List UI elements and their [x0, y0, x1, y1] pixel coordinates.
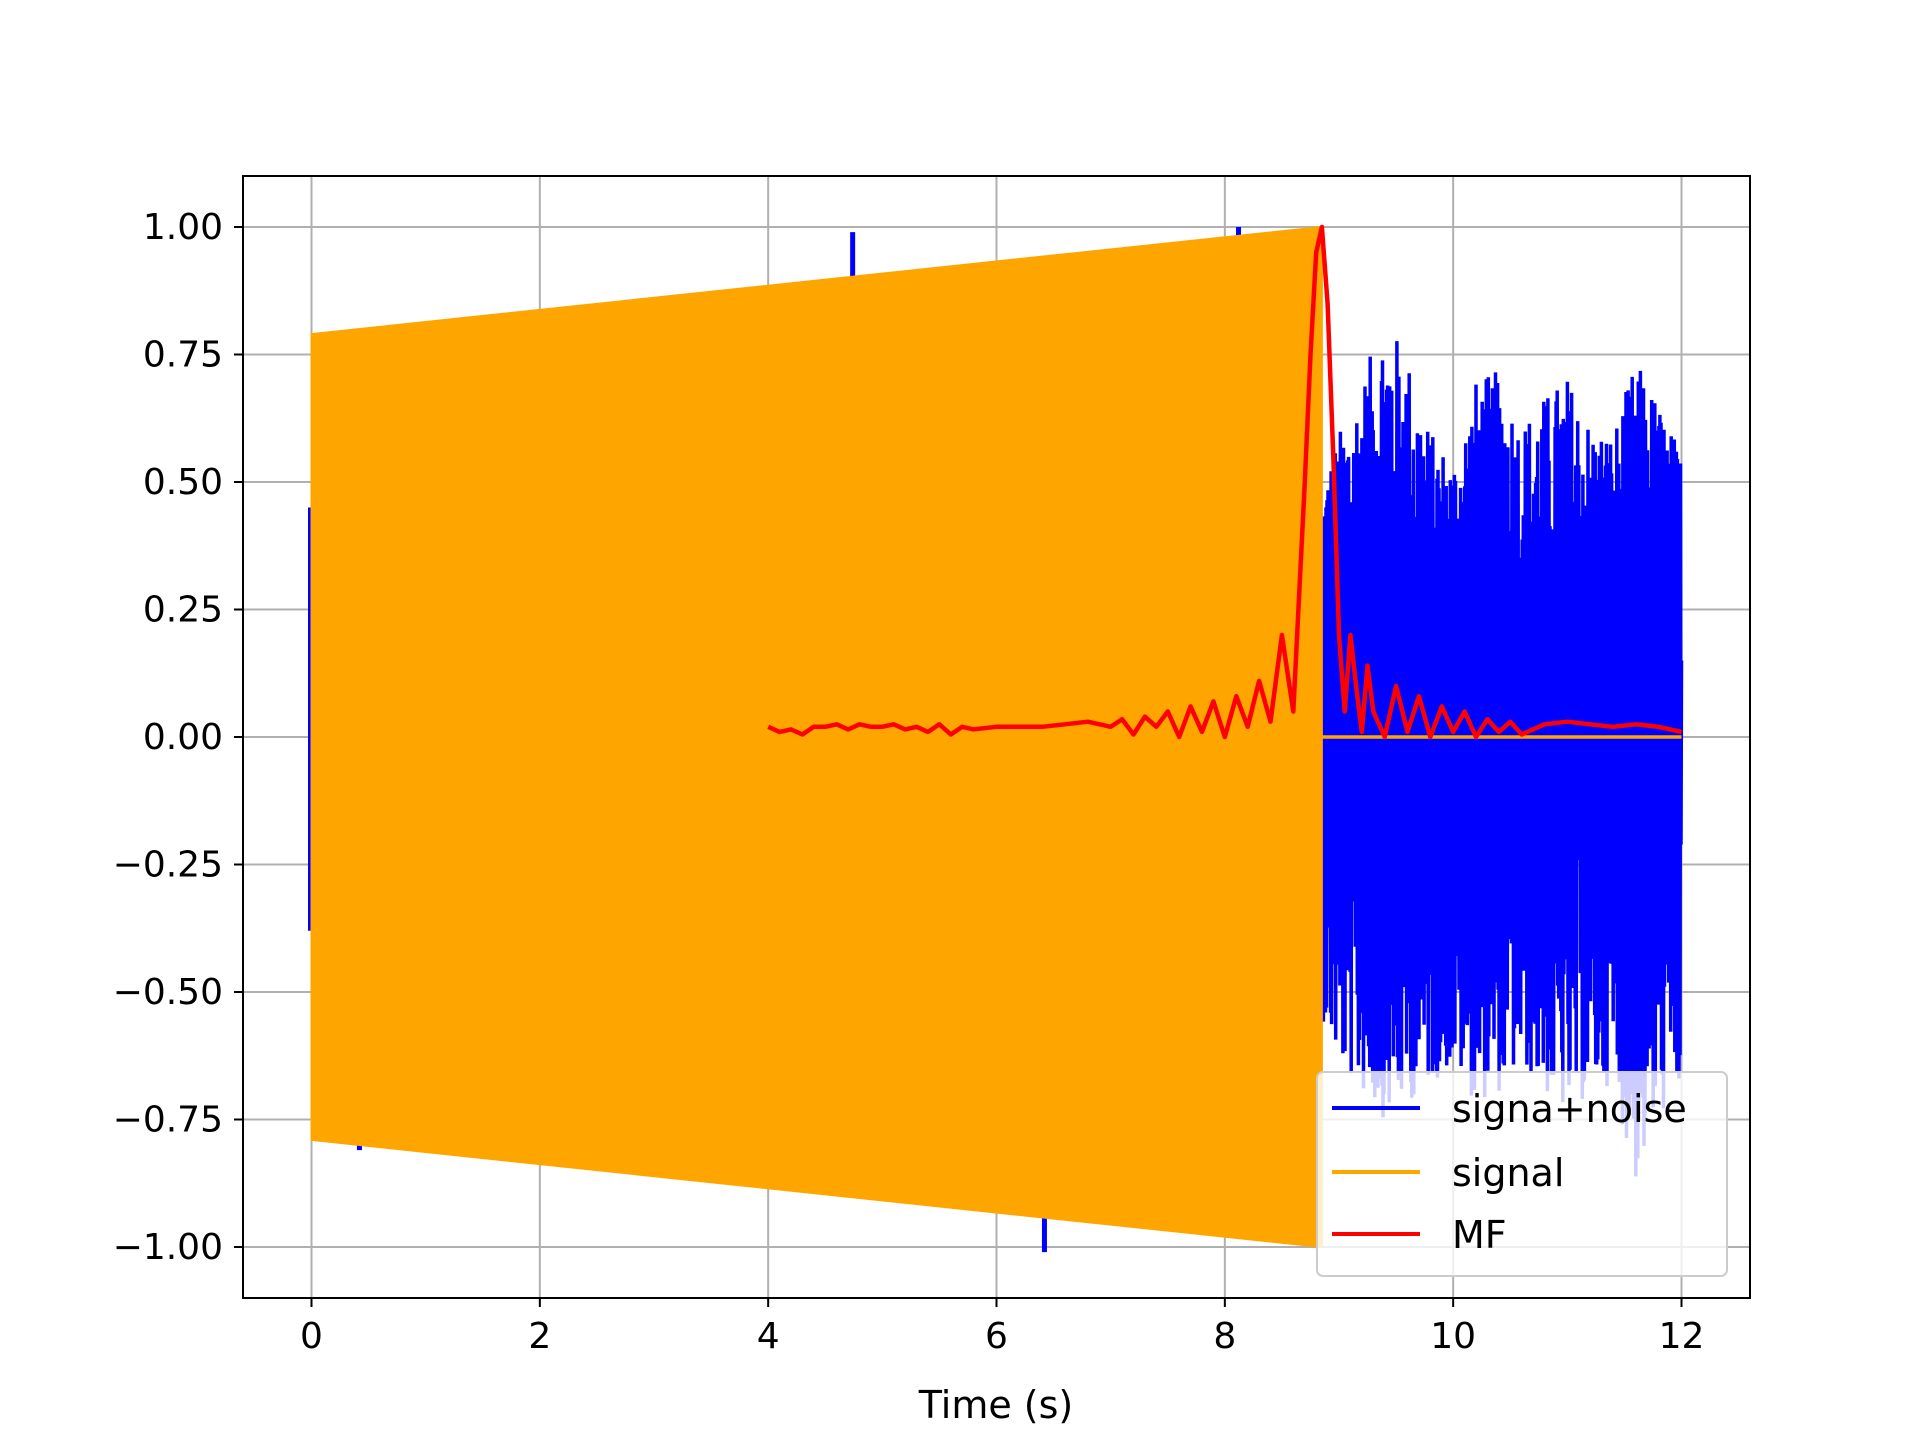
- series-mf: [767, 224, 1682, 740]
- y-tick-label: −0.75: [113, 1100, 223, 1141]
- x-axis-ticks: 0 2 4 6 8 10 12: [300, 1298, 1704, 1357]
- x-tick-label: 0: [300, 1316, 323, 1357]
- legend-frame: [1316, 1071, 1728, 1277]
- legend: signa+noise signal MF: [1316, 1071, 1728, 1277]
- legend-label-signal: signal: [1452, 1151, 1564, 1195]
- y-tick-label: 0.00: [143, 717, 223, 758]
- x-tick-label: 2: [528, 1316, 551, 1357]
- legend-label-signa-noise: signa+noise: [1452, 1087, 1687, 1131]
- legend-label-mf: MF: [1452, 1213, 1507, 1257]
- x-tick-label: 12: [1659, 1316, 1705, 1357]
- y-tick-label: 1.00: [143, 207, 223, 248]
- x-axis-label: Time (s): [918, 1383, 1074, 1427]
- y-tick-label: 0.50: [143, 462, 223, 503]
- x-tick-label: 6: [985, 1316, 1008, 1357]
- mf-line: [767, 224, 1682, 740]
- y-tick-label: −0.25: [113, 845, 223, 886]
- signa-noise-line: [1320, 341, 1684, 1177]
- signal-envelope: [310, 225, 1323, 1249]
- y-tick-label: 0.75: [143, 335, 223, 376]
- plot-content: [308, 224, 1684, 1253]
- y-tick-label: −1.00: [113, 1227, 223, 1268]
- x-tick-label: 8: [1213, 1316, 1236, 1357]
- x-tick-label: 10: [1430, 1316, 1476, 1357]
- y-axis-ticks: 1.00 0.75 0.50 0.25 0.00 −0.25 −0.50 −0.75 −1.00: [113, 207, 243, 1268]
- x-tick-label: 4: [757, 1316, 780, 1357]
- y-tick-label: 0.25: [143, 590, 223, 631]
- y-tick-label: −0.50: [113, 972, 223, 1013]
